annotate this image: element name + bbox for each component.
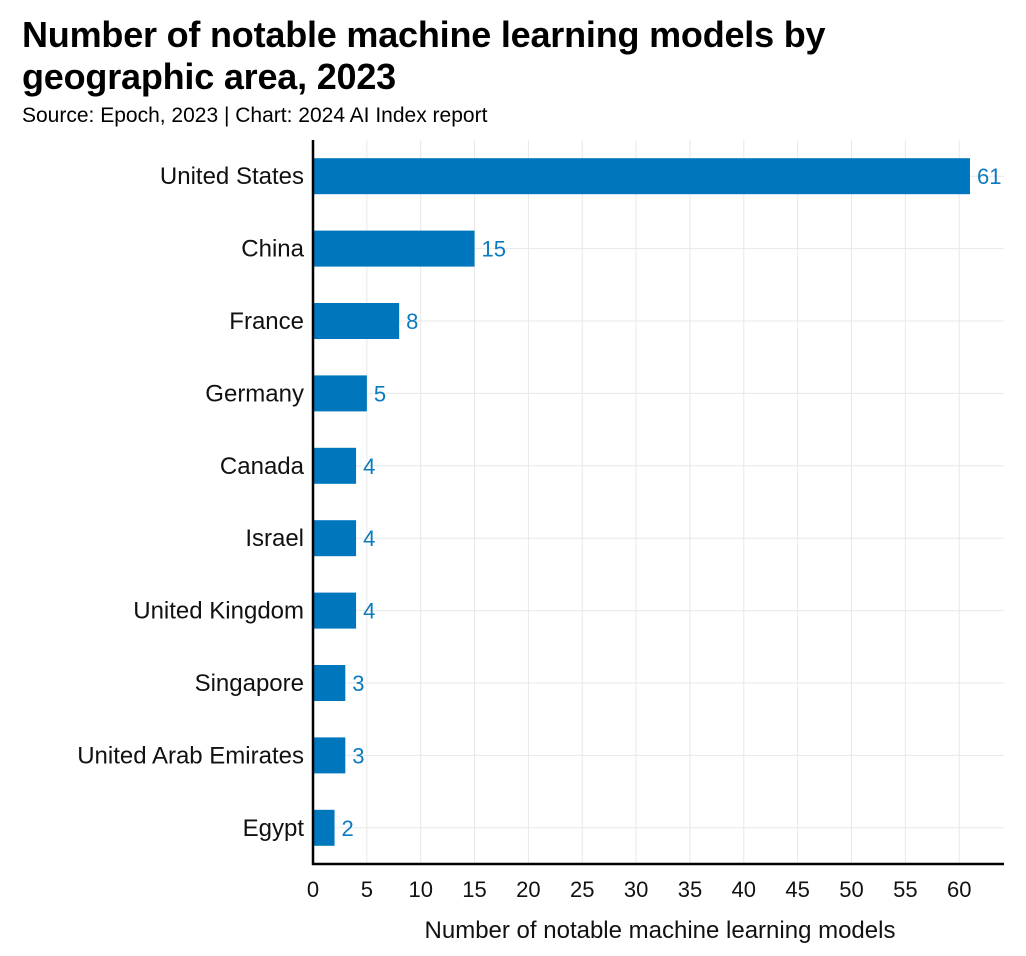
- value-label: 5: [374, 381, 386, 406]
- category-label: United States: [160, 163, 304, 190]
- chart-subtitle: Source: Epoch, 2023 | Chart: 2024 AI Ind…: [22, 104, 488, 127]
- axes: [311, 140, 1004, 866]
- x-tick-label: 45: [785, 877, 809, 902]
- value-labels: 61 15 8 5 4 4 4 3 3 2: [342, 164, 1002, 841]
- category-label: United Arab Emirates: [77, 742, 304, 769]
- bar-canada: [313, 447, 357, 484]
- chart-title: Number of notable machine learning model…: [22, 14, 826, 97]
- category-label: Egypt: [243, 815, 305, 842]
- bars: [313, 158, 970, 846]
- category-label: China: [241, 236, 304, 263]
- x-tick-label: 25: [570, 877, 594, 902]
- x-tick-label: 50: [839, 877, 863, 902]
- value-label: 15: [482, 237, 506, 262]
- bar-singapore: [313, 665, 346, 701]
- x-tick-labels: 0 5 10 15 20 25 30 35 40 45 50 55 60: [307, 877, 972, 902]
- bar-united-arab-emirates: [313, 737, 346, 774]
- bar-france: [313, 303, 400, 339]
- category-label: Singapore: [195, 670, 304, 697]
- value-label: 61: [977, 164, 1001, 189]
- x-tick-label: 30: [624, 877, 648, 902]
- x-axis-label: Number of notable machine learning model…: [425, 917, 896, 944]
- x-tick-label: 35: [678, 877, 702, 902]
- value-label: 3: [352, 743, 364, 768]
- x-tick-label: 40: [732, 877, 756, 902]
- value-label: 3: [352, 671, 364, 696]
- category-label: Germany: [205, 380, 304, 407]
- x-tick-label: 10: [408, 877, 432, 902]
- category-label: Canada: [220, 453, 305, 480]
- bar-germany: [313, 375, 367, 412]
- value-label: 4: [363, 599, 375, 624]
- value-label: 2: [342, 816, 354, 841]
- bar-united-kingdom: [313, 592, 357, 629]
- x-tick-label: 20: [516, 877, 540, 902]
- gridlines: [313, 140, 1004, 864]
- category-label: Israel: [245, 525, 304, 552]
- x-tick-label: 5: [361, 877, 373, 902]
- x-tick-label: 0: [307, 877, 319, 902]
- category-label: France: [229, 308, 304, 335]
- bar-israel: [313, 520, 357, 557]
- category-labels: United States China France Germany Canada Isr…: [77, 163, 304, 842]
- category-label: United Kingdom: [133, 598, 304, 625]
- value-label: 4: [363, 526, 375, 551]
- bar-united-states: [313, 158, 970, 195]
- x-tick-label: 55: [893, 877, 917, 902]
- value-label: 4: [363, 454, 375, 479]
- x-tick-label: 15: [462, 877, 486, 902]
- bar-egypt: [313, 809, 335, 846]
- x-tick-label: 60: [947, 877, 971, 902]
- bar-china: [313, 230, 475, 267]
- value-label: 8: [406, 309, 418, 334]
